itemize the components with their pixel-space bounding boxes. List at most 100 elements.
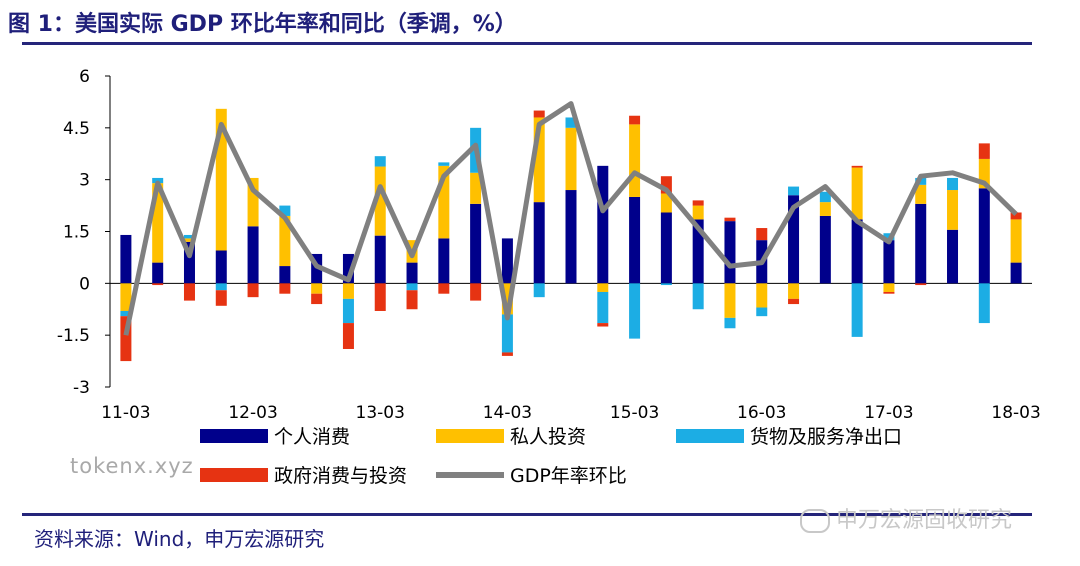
y-tick-label: 6 (79, 67, 90, 87)
bar-government (724, 217, 736, 222)
bar-netexports (788, 186, 800, 196)
chart-svg: 6 4.5 3 1.5 0 -1.5 -3 11-03 12-03 13-03 14-03 15-03… (57, 67, 1041, 487)
bar-government (501, 352, 513, 356)
bar-netexports (660, 283, 672, 286)
x-tick-label: 17-03 (864, 403, 913, 423)
bar-consumption (342, 253, 354, 284)
figure-title: 图 1：美国实际 GDP 环比年率和同比（季调，%） (8, 12, 517, 37)
bar-consumption (501, 238, 513, 284)
bar-consumption (565, 190, 577, 284)
y-tick-label: 1.5 (63, 223, 90, 243)
x-tick-label: 15-03 (610, 403, 659, 423)
bar-consumption (947, 229, 959, 284)
bar-government (1010, 212, 1022, 220)
legend-label-government: 政府消费与投资 (274, 465, 407, 487)
legend-swatch-investment (436, 429, 504, 443)
bar-government (438, 283, 450, 294)
bar-netexports (183, 234, 195, 239)
bar-government (756, 228, 768, 241)
bar-investment (247, 177, 259, 227)
bar-government (851, 165, 863, 168)
bar-consumption (819, 215, 831, 284)
bar-investment (438, 165, 450, 239)
bar-investment (565, 127, 577, 191)
bar-investment (724, 283, 736, 318)
bar-investment (851, 167, 863, 220)
bar-netexports (533, 283, 545, 298)
bar-consumption (279, 266, 291, 284)
bar-investment (597, 283, 609, 292)
bar-consumption (183, 241, 195, 284)
x-tick-label: 14-03 (483, 403, 532, 423)
bar-investment (629, 124, 641, 197)
bar-netexports (724, 317, 736, 329)
bar-consumption (533, 202, 545, 284)
legend-swatch-consumption (200, 429, 268, 443)
bar-investment (947, 190, 959, 230)
bar-consumption (915, 203, 927, 284)
legend-label-consumption: 个人消费 (274, 426, 350, 448)
bar-netexports (597, 291, 609, 324)
bar-investment (311, 283, 323, 294)
x-tick-label: 16-03 (737, 403, 786, 423)
bar-government (692, 200, 704, 206)
bar-consumption (660, 212, 672, 284)
bar-investment (533, 117, 545, 203)
bar-consumption (215, 250, 227, 284)
bar-investment (883, 283, 895, 292)
bar-consumption (247, 226, 259, 284)
bar-government (533, 110, 545, 118)
bar-government (883, 291, 895, 294)
bar-netexports (215, 283, 227, 291)
bar-consumption (788, 195, 800, 284)
bar-government (183, 283, 195, 301)
bar-investment (978, 158, 990, 189)
legend-label-gdp_line: GDP年率环比 (510, 465, 627, 487)
bar-netexports (152, 177, 164, 184)
wechat-account-name: 申万宏源固收研究 (836, 508, 1013, 533)
bar-netexports (978, 283, 990, 324)
bar-government (279, 283, 291, 294)
bar-consumption (406, 262, 418, 284)
bar-netexports (406, 283, 418, 291)
bar-government (470, 283, 482, 301)
bar-netexports (947, 177, 959, 191)
x-tick-label: 11-03 (101, 403, 150, 423)
x-tick-label: 12-03 (228, 403, 277, 423)
bar-government (660, 176, 672, 194)
bar-investment (692, 205, 704, 220)
bar-investment (470, 172, 482, 204)
bar-netexports (342, 298, 354, 324)
bar-consumption (597, 165, 609, 284)
bar-government (915, 283, 927, 286)
bar-government (152, 283, 164, 286)
bar-investment (756, 283, 768, 308)
bar-investment (788, 283, 800, 299)
bar-netexports (692, 283, 704, 310)
bar-netexports (629, 283, 641, 339)
bar-investment (342, 283, 354, 299)
x-tick-label: 13-03 (356, 403, 405, 423)
bar-government (406, 290, 418, 310)
watermark: tokenx.xyz (70, 454, 194, 478)
bar-government (788, 298, 800, 305)
bar-consumption (851, 219, 863, 284)
legend-label-netexports: 货物及服务净出口 (750, 426, 902, 448)
bar-government (374, 283, 386, 311)
bar-consumption (692, 219, 704, 284)
bar-investment (215, 108, 227, 251)
bar-government (597, 323, 609, 327)
legend-label-investment: 私人投资 (510, 426, 586, 448)
legend-swatch-government (200, 468, 268, 482)
bar-netexports (120, 310, 132, 317)
footer-rule (22, 513, 1032, 516)
y-tick-label: 0 (79, 274, 90, 294)
bar-netexports (374, 156, 386, 167)
bar-consumption (629, 196, 641, 284)
bar-investment (374, 166, 386, 236)
bar-government (978, 143, 990, 159)
bar-netexports (819, 191, 831, 203)
wechat-icon (800, 509, 830, 533)
bar-netexports (756, 307, 768, 317)
bar-netexports (851, 283, 863, 337)
